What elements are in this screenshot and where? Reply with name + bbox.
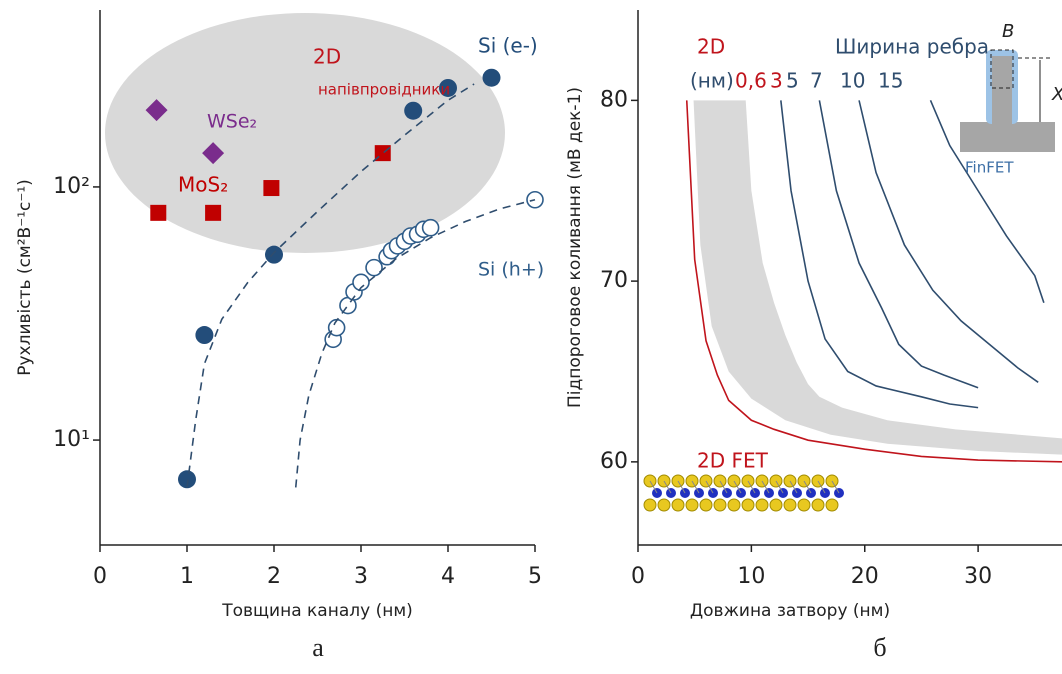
fit-curve [294,198,536,488]
x-tick-label: 10 [737,564,765,589]
bond [831,480,840,494]
annotation: FinFET [965,159,1014,177]
atom-s [643,498,657,512]
series-label: 15 [878,69,903,93]
annotation: 2D [697,35,725,59]
series-label: 5 [786,69,799,93]
series-line [685,100,1062,463]
finfet-inset [960,49,1055,152]
series-line [858,100,1039,383]
caption: б [873,633,886,662]
y-tick-label: 80 [600,87,628,112]
point [365,258,383,277]
annotation: напівпровідники [318,81,450,99]
x-axis-label: Довжина затвору (нм) [690,601,890,621]
atom-s [713,498,727,512]
point [263,180,280,197]
band-label: 3 [770,69,783,93]
series-label: Si (h+) [478,259,544,281]
molecule [643,474,844,512]
atom-s [769,498,783,512]
annotation: 2D FET [697,449,769,473]
point [145,99,168,122]
bond [663,480,672,494]
series-label: Si (e-) [478,34,538,58]
point [205,204,222,221]
atom-s [741,498,755,512]
annotation: Ширина ребра [835,35,989,59]
x-tick-label: 0 [631,564,645,589]
region-2d [105,13,505,253]
atom-s [727,498,741,512]
point [202,142,225,165]
atom-s [699,498,713,512]
atom-s [783,498,797,512]
series-label: 7 [810,69,823,93]
bond [649,480,658,494]
series-line [929,100,1045,304]
x-tick-label: 30 [964,564,992,589]
atom-s [755,498,769,512]
annotation: (нм) [690,69,734,93]
point [482,68,501,87]
annotation: B [1002,21,1014,42]
x-tick-label: 5 [528,564,542,589]
bond [733,480,742,494]
y-tick-label: 10² [53,174,90,199]
bond [775,480,784,494]
y-axis-label: Підпороговое коливання (мВ дек-1) [565,87,585,408]
substrate [960,122,1055,152]
y-axis-label: Рухливість (см²В⁻¹с⁻¹) [15,179,35,376]
series-line [818,100,979,389]
point [421,218,440,237]
x-tick-label: 1 [180,564,194,589]
annotation: X [1051,84,1062,105]
point [439,78,457,97]
y-tick-label: 10¹ [53,427,90,452]
x-tick-label: 3 [354,564,368,589]
point [150,204,167,221]
fin-core [992,56,1012,124]
x-tick-label: 0 [93,564,107,589]
x-tick-label: 20 [851,564,879,589]
band-label: 0,6 [735,69,767,93]
bond [761,480,770,494]
series-label: MoS₂ [178,173,228,197]
point [404,101,423,120]
bond [789,480,798,494]
atom-s [811,498,825,512]
range-band [693,100,1062,455]
fin-dash [990,49,1014,89]
atom-s [825,498,839,512]
series-line [780,100,979,409]
bond [747,480,756,494]
caption: а [312,633,324,662]
atom-s [671,498,685,512]
annotation: 2D [313,45,341,69]
point [195,326,214,345]
bond [817,480,826,494]
x-tick-label: 2 [267,564,281,589]
atom-s [685,498,699,512]
fit-curve [186,83,475,488]
bond [677,480,686,494]
atom-s [797,498,811,512]
y-tick-label: 70 [600,268,628,293]
x-axis-label: Товщина каналу (нм) [221,601,413,621]
bond [803,480,812,494]
atom-s [657,498,671,512]
bond [705,480,714,494]
series-label: 10 [840,69,865,93]
series-label: WSe₂ [207,111,257,133]
x-tick-label: 4 [441,564,455,589]
point [178,470,196,489]
y-tick-label: 60 [600,449,628,474]
point [265,245,283,264]
bond [691,480,700,494]
bond [719,480,728,494]
point [352,273,370,292]
